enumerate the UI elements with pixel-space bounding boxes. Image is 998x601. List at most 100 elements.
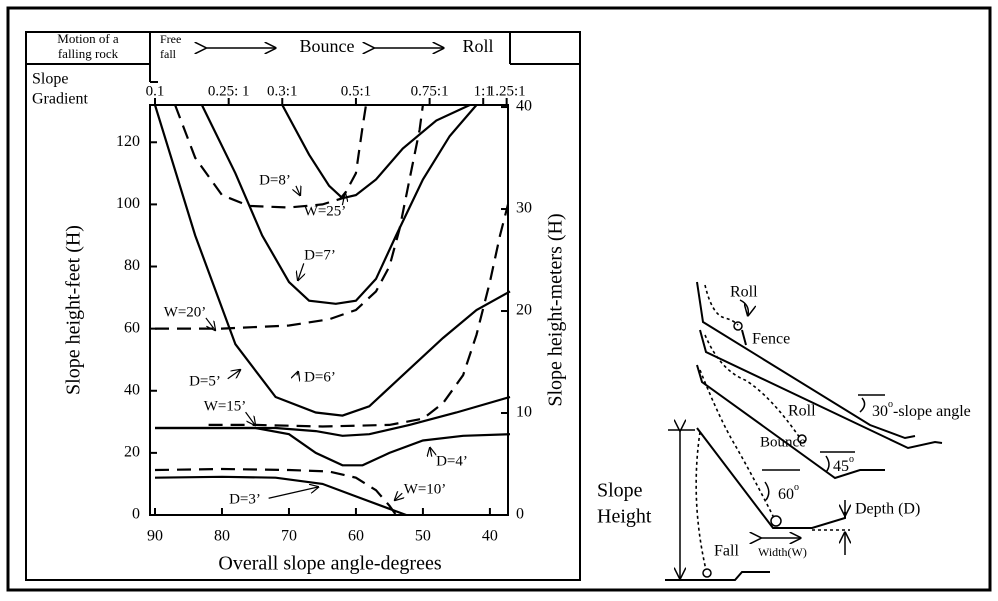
angle-arc	[764, 481, 770, 501]
diagram: Roll Fence Roll 30o-slope angle Bounce 4…	[597, 281, 971, 581]
curve-label: W=25’	[304, 203, 347, 219]
curve-label: W=10’	[404, 481, 447, 497]
rock	[770, 515, 782, 527]
y-tick-label: 0	[132, 506, 140, 523]
x-tick-label: 70	[281, 528, 297, 545]
label-arrow	[205, 317, 215, 330]
header: Motion of a falling rock Free fall Bounc…	[26, 31, 580, 83]
label: 30	[872, 403, 888, 420]
curve-label: D=7’	[304, 247, 336, 263]
curve	[174, 104, 368, 209]
label-arrow	[268, 487, 318, 499]
x2-tick-label: 0.25: 1	[208, 83, 250, 99]
outer-border	[6, 6, 992, 592]
label: -slope angle	[893, 403, 971, 420]
y-tick-label: 60	[124, 319, 140, 336]
y2-tick-label: 40	[516, 98, 532, 115]
label: 60	[778, 486, 794, 503]
x2-tick-label: 0.75:1	[411, 83, 449, 99]
y-tick-label: 80	[124, 257, 140, 274]
label: Height	[597, 506, 652, 528]
label-arrow	[430, 448, 432, 457]
curve	[154, 467, 397, 516]
x2-tick-label: 0.3:1	[267, 83, 297, 99]
ground-line	[665, 571, 770, 581]
label-arrow	[245, 411, 255, 425]
x2-tick-label: 1:1	[474, 83, 493, 99]
label: 30o-slope angle	[872, 399, 971, 419]
curve-label: D=8’	[259, 172, 291, 188]
arrow	[739, 299, 748, 315]
y-tick-label: 100	[116, 195, 140, 212]
rock	[733, 321, 743, 331]
x2-tick-label: 1.25:1	[488, 83, 526, 99]
chart-border	[25, 31, 581, 581]
plot-frame	[149, 104, 509, 516]
label: o	[888, 399, 893, 410]
x-tick-label: 80	[214, 528, 230, 545]
curve	[153, 104, 511, 417]
curve-label: D=5’	[189, 373, 221, 389]
x-tick-label: 50	[415, 528, 431, 545]
x-tick-label: 60	[348, 528, 364, 545]
label-arrow	[395, 493, 402, 500]
label: o	[794, 482, 799, 493]
y2-tick-label: 20	[516, 302, 532, 319]
label: Fall	[714, 543, 739, 560]
slope-line	[696, 281, 916, 440]
curve-label: W=15’	[204, 398, 247, 414]
header-roll: Roll	[462, 36, 493, 56]
label: 45	[833, 458, 849, 475]
x2-axis-title: Gradient	[32, 91, 89, 108]
label: Fence	[752, 331, 790, 348]
y-axis-title: Slope height-feet (H)	[63, 225, 85, 395]
rock	[702, 568, 712, 578]
label: o	[849, 454, 854, 465]
y-tick-label: 120	[116, 133, 140, 150]
header-free-fall: fall	[160, 47, 177, 61]
curve-label: W=20’	[164, 304, 207, 320]
y2-axis-title: Slope height-meters (H)	[545, 213, 567, 406]
label: 45o	[833, 454, 854, 474]
curve	[154, 475, 407, 517]
curve-label: D=4’	[436, 453, 468, 469]
label: Width(W)	[758, 545, 807, 559]
angle-arc	[825, 455, 830, 473]
x-axis-title: Overall slope angle-degrees	[218, 553, 441, 575]
y2-tick-label: 0	[516, 506, 524, 523]
angle-arc	[859, 397, 866, 413]
label: 60o	[778, 482, 799, 502]
label: Depth (D)	[855, 501, 920, 518]
label: Bounce	[760, 434, 806, 450]
y-tick-label: 40	[124, 381, 140, 398]
slope-line	[699, 329, 943, 450]
x2-axis-title: Slope	[32, 71, 68, 88]
label-arrow	[297, 372, 298, 375]
curve	[155, 104, 424, 330]
label: Slope	[597, 480, 643, 502]
header-bounce: Bounce	[300, 36, 355, 56]
x2-tick-label: 0.5:1	[341, 83, 371, 99]
label-arrow	[227, 370, 240, 380]
y-tick-label: 20	[124, 444, 140, 461]
curve-label: D=6’	[304, 369, 336, 385]
slope-line	[696, 364, 885, 480]
x-tick-label: 40	[482, 528, 498, 545]
label-arrow	[296, 186, 300, 195]
curve	[200, 104, 478, 305]
trajectory	[704, 284, 739, 326]
header-motion: Motion of a	[57, 31, 119, 46]
label-arrow	[298, 263, 304, 280]
fence	[741, 329, 747, 346]
label: Roll	[788, 403, 816, 420]
curve	[208, 204, 510, 428]
rock	[797, 434, 807, 444]
x2-tick-label: 0.1	[146, 83, 165, 99]
trajectory	[695, 431, 707, 571]
curve	[155, 426, 511, 467]
curve	[281, 104, 471, 200]
label: Roll	[730, 284, 758, 301]
y2-tick-label: 10	[516, 404, 532, 421]
curve-label: D=3’	[229, 491, 261, 507]
